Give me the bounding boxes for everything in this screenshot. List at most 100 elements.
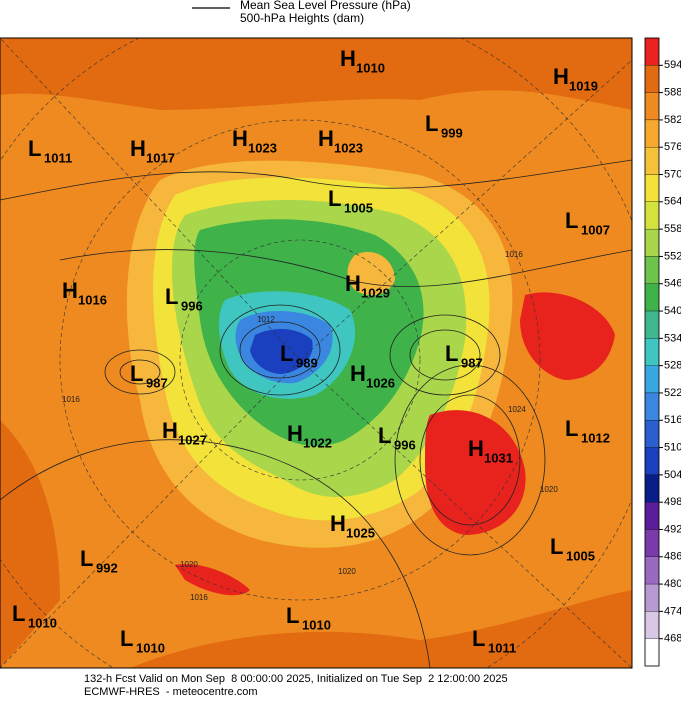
center-letter: L [378,423,391,448]
warm-band [0,38,632,110]
center-letter: L [550,534,563,559]
colorbar-band [644,447,660,476]
contour-label: 1016 [505,250,523,259]
center-letter: L [565,416,578,441]
center-letter: L [80,546,93,571]
center-pressure: 1011 [44,150,72,165]
center-letter: H [130,136,146,161]
center-pressure: 1026 [366,375,395,390]
center-letter: H [468,436,484,461]
height-510 [250,328,313,374]
colorbar-label: 504 [664,469,681,481]
center-pressure: 1007 [581,222,610,237]
colorbar-band [644,283,660,312]
footer-forecast: 132-h Fcst Valid on Mon Sep 8 00:00:00 2… [84,673,508,685]
colorbar-frame [644,37,660,667]
colorbar-band [644,228,660,257]
colorbar-label: 540 [664,305,681,317]
center-letter: L [425,111,438,136]
contour-label: 1020 [338,567,356,576]
center-letter: L [328,186,341,211]
height-594 [175,564,250,596]
center-pressure: 996 [394,437,416,452]
contour-label: 1016 [190,593,208,602]
height-594 [425,410,526,535]
colorbar-band [644,310,660,339]
center-pressure: 996 [181,298,203,313]
center-pressure: 1022 [303,435,332,450]
contour-label: 1024 [508,405,526,414]
center-letter: H [232,126,248,151]
map [0,37,633,669]
center-letter: H [287,421,303,446]
center-pressure: 1023 [248,140,277,155]
colorbar-label: 546 [664,278,681,290]
height-576 [347,251,395,296]
colorbar-label: 576 [664,141,681,153]
center-letter: H [345,271,361,296]
colorbar-band [644,119,660,148]
center-letter: L [280,341,293,366]
contour-label: 1016 [62,395,80,404]
center-letter: H [162,418,178,443]
colorbar-label: 480 [664,578,681,590]
center-pressure: 1011 [488,640,516,655]
map-frame [0,37,633,669]
contour-label: 1020 [540,485,558,494]
colorbar-band [644,256,660,284]
center-letter: L [120,626,133,651]
colorbar-label: 588 [664,87,681,99]
colorbar-band [644,365,660,394]
colorbar-band [644,174,660,202]
center-pressure: 1010 [136,640,165,655]
colorbar-band [644,147,660,175]
colorbar-label: 516 [664,414,681,426]
warm-band [0,420,60,668]
center-pressure: 987 [146,375,168,390]
graticule [0,38,632,668]
center-pressure: 1031 [484,450,513,465]
colorbar-band [644,65,660,93]
center-letter: L [165,284,178,309]
colorbar-label: 468 [664,633,681,645]
center-pressure: 1027 [178,432,207,447]
colorbar-label: 492 [664,523,681,535]
colorbar-band [644,420,660,448]
center-letter: H [553,64,569,89]
colorbar-band [644,201,660,230]
colorbar-label: 594 [664,59,681,71]
colorbar-label: 582 [664,114,681,126]
colorbar-label: 498 [664,496,681,508]
center-pressure: 1005 [344,200,373,215]
colorbar-label: 528 [664,360,681,372]
center-pressure: 987 [461,355,483,370]
colorbar-band [644,502,660,530]
colorbar-band [644,583,660,612]
center-pressure: 1010 [356,60,385,75]
center-pressure: 1016 [78,292,107,307]
legend-mslp: Mean Sea Level Pressure (hPa) [240,0,411,12]
height-594 [520,292,615,380]
center-letter: L [286,603,299,628]
colorbar-label: 558 [664,223,681,235]
center-letter: H [330,511,346,536]
center-pressure: 992 [96,560,118,575]
colorbar-band [644,556,660,585]
center-letter: L [28,136,41,161]
center-letter: H [62,278,78,303]
colorbar-label: 570 [664,168,681,180]
colorbar-label: 522 [664,387,681,399]
center-pressure: 989 [296,355,318,370]
center-pressure: 1019 [569,78,598,93]
colorbar-label: 486 [664,551,681,563]
center-pressure: 1025 [346,525,375,540]
colorbar-label: 552 [664,250,681,262]
center-letter: L [130,361,143,386]
contour-label: 1020 [180,560,198,569]
center-letter: H [318,126,334,151]
center-pressure: 1029 [361,285,390,300]
colorbar-label: 510 [664,441,681,453]
center-pressure: 1023 [334,140,363,155]
contours [0,159,632,668]
